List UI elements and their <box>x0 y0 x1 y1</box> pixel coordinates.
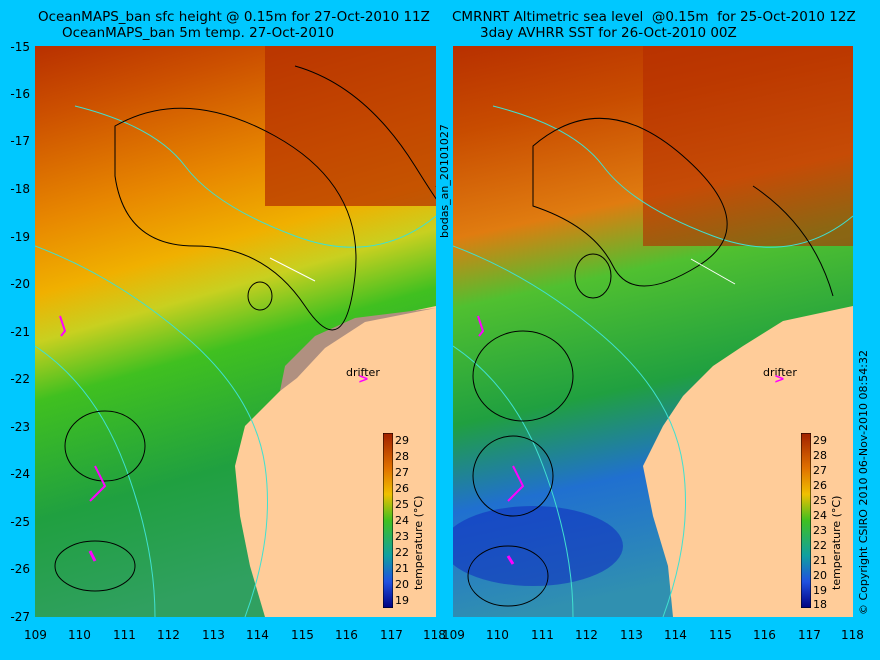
y-tick: -17 <box>10 134 30 148</box>
x-tick-left: 115 <box>291 628 314 642</box>
right-drifter-label: drifter <box>763 366 797 379</box>
left-map <box>35 46 436 617</box>
left-title-line1: OceanMAPS_ban sfc height @ 0.15m for 27-… <box>38 9 430 25</box>
right-cb-tick: 23 <box>813 524 827 537</box>
left-drifter-arrow: > <box>358 372 369 387</box>
center-run-label: bodas_an_20101027 <box>438 124 451 238</box>
left-cb-tick: 26 <box>395 482 409 495</box>
x-tick-left: 109 <box>24 628 47 642</box>
left-drifter-label: drifter <box>346 366 380 379</box>
x-tick-left: 112 <box>157 628 180 642</box>
x-tick-left: 116 <box>335 628 358 642</box>
left-colorbar <box>383 433 393 608</box>
y-tick: -19 <box>10 230 30 244</box>
right-cb-tick: 20 <box>813 569 827 582</box>
left-colorbar-label: temperature (°C) <box>412 495 425 590</box>
x-tick-right: 118 <box>841 628 864 642</box>
left-cb-tick: 25 <box>395 498 409 511</box>
x-tick-right: 117 <box>798 628 821 642</box>
right-cb-tick: 22 <box>813 539 827 552</box>
y-tick: -24 <box>10 467 30 481</box>
x-tick-right: 113 <box>620 628 643 642</box>
right-colorbar-label: temperature (°C) <box>830 495 843 590</box>
x-tick-left: 114 <box>246 628 269 642</box>
right-cb-tick: 24 <box>813 509 827 522</box>
x-tick-left: 110 <box>68 628 91 642</box>
x-tick-right: 110 <box>486 628 509 642</box>
left-cb-tick: 27 <box>395 466 409 479</box>
y-tick: -25 <box>10 515 30 529</box>
y-tick: -18 <box>10 182 30 196</box>
y-tick: -21 <box>10 325 30 339</box>
right-colorbar <box>801 433 811 608</box>
right-title-line1: CMRNRT Altimetric sea level @0.15m for 2… <box>452 9 856 25</box>
y-tick: -26 <box>10 562 30 576</box>
copyright-label: © Copyright CSIRO 2010 06-Nov-2010 08:54… <box>857 350 870 615</box>
y-tick: -23 <box>10 420 30 434</box>
x-tick-left: 118 <box>423 628 446 642</box>
y-tick: -16 <box>10 87 30 101</box>
x-tick-right: 114 <box>664 628 687 642</box>
right-cb-tick: 29 <box>813 434 827 447</box>
x-tick-right: 109 <box>442 628 465 642</box>
x-tick-right: 116 <box>753 628 776 642</box>
left-cb-tick: 22 <box>395 546 409 559</box>
right-cb-tick: 21 <box>813 554 827 567</box>
left-cb-tick: 29 <box>395 434 409 447</box>
left-cb-tick: 28 <box>395 450 409 463</box>
x-tick-left: 111 <box>113 628 136 642</box>
right-cb-tick: 18 <box>813 598 827 611</box>
right-title-line2: 3day AVHRR SST for 26-Oct-2010 00Z <box>480 25 737 41</box>
right-cb-tick: 19 <box>813 584 827 597</box>
x-tick-right: 115 <box>709 628 732 642</box>
left-title-line2: OceanMAPS_ban 5m temp. 27-Oct-2010 <box>62 25 335 41</box>
left-cb-tick: 21 <box>395 562 409 575</box>
right-cb-tick: 27 <box>813 464 827 477</box>
y-tick: -27 <box>10 610 30 624</box>
right-cb-tick: 25 <box>813 494 827 507</box>
left-cb-tick: 24 <box>395 514 409 527</box>
left-cb-tick: 20 <box>395 578 409 591</box>
x-tick-right: 111 <box>531 628 554 642</box>
x-tick-right: 112 <box>575 628 598 642</box>
right-map <box>453 46 853 617</box>
right-cb-tick: 26 <box>813 479 827 492</box>
right-drifter-arrow: > <box>774 372 785 387</box>
x-tick-left: 113 <box>202 628 225 642</box>
left-cb-tick: 19 <box>395 594 409 607</box>
y-tick: -15 <box>10 40 30 54</box>
y-tick: -20 <box>10 277 30 291</box>
x-tick-left: 117 <box>380 628 403 642</box>
left-cb-tick: 23 <box>395 530 409 543</box>
y-tick: -22 <box>10 372 30 386</box>
right-cb-tick: 28 <box>813 449 827 462</box>
